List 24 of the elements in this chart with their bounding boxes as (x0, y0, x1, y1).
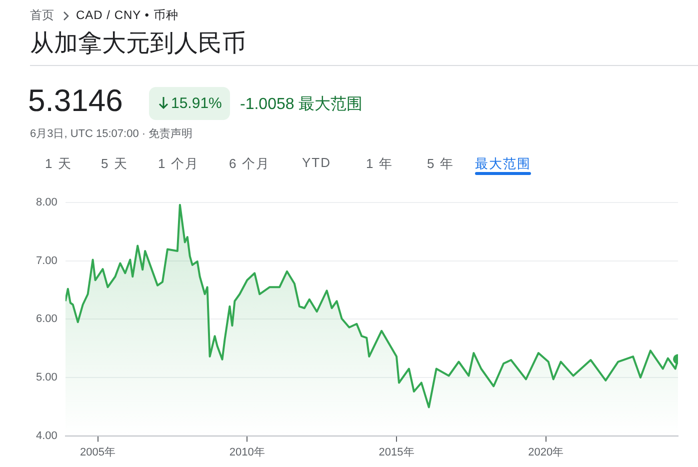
y-tick-label: 6.00 (36, 313, 58, 326)
text: 首页 (30, 7, 54, 24)
x-tick-label: 2005年 (80, 446, 116, 458)
y-tick-label: 7.00 (36, 254, 58, 267)
text: 5 年 (427, 155, 454, 173)
text: 15.91% (171, 95, 222, 112)
text: YTD (302, 155, 331, 170)
y-tick-label: 4.00 (36, 430, 58, 442)
text: 1 个月 (158, 155, 199, 173)
text: 1 年 (366, 155, 393, 173)
text: 6月3日, UTC 15:07:00 · 免责声明 (30, 126, 193, 141)
y-tick-label: 5.00 (36, 372, 58, 384)
text: 6 个月 (229, 155, 270, 173)
x-tick-label: 2010年 (229, 446, 265, 458)
text: 5.3146 (28, 83, 123, 119)
text: 1 天 (45, 155, 72, 173)
chart-title: 从加拿大元到人民币 (30, 29, 246, 59)
text: 最大范围 (475, 155, 531, 173)
text: 5 天 (101, 155, 128, 173)
x-tick-label: 2015年 (378, 446, 414, 458)
text: CAD / CNY • 币种 (76, 7, 178, 24)
y-tick-label: 8.00 (36, 196, 58, 209)
text: -1.0058 最大范围 (240, 94, 363, 115)
x-tick-label: 2020年 (528, 446, 564, 458)
